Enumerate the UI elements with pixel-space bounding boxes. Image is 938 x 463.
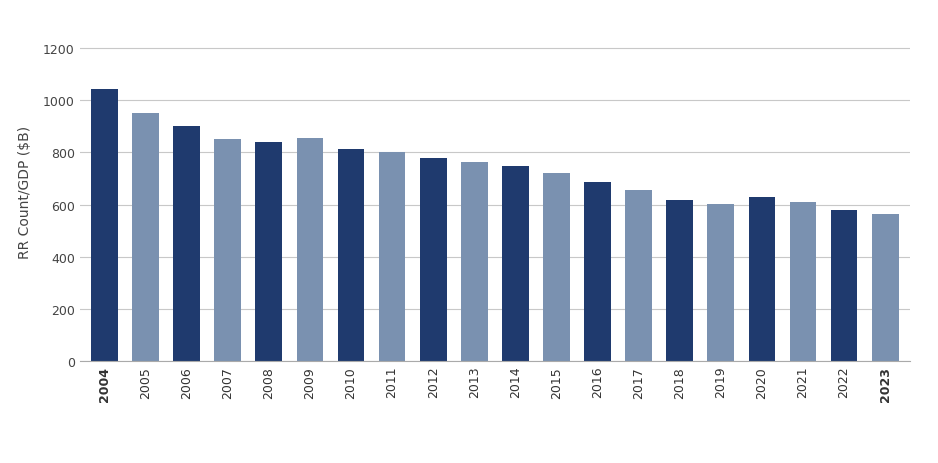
Bar [214,140,241,361]
Bar [174,127,200,361]
Bar [338,149,364,361]
Bar [132,114,159,361]
Bar [626,191,652,361]
Bar [871,214,899,361]
Bar [666,200,693,361]
Y-axis label: RR Count/GDP ($B): RR Count/GDP ($B) [18,126,32,258]
Bar [502,166,529,361]
Bar [749,197,776,361]
Bar [420,158,446,361]
Bar [543,174,569,361]
Bar [91,89,118,361]
Bar [831,210,857,361]
Bar [379,153,405,361]
Bar [255,143,282,361]
Bar [790,202,816,361]
Bar [707,205,734,361]
Bar [584,183,611,361]
Bar [461,162,488,361]
Bar [296,139,324,361]
